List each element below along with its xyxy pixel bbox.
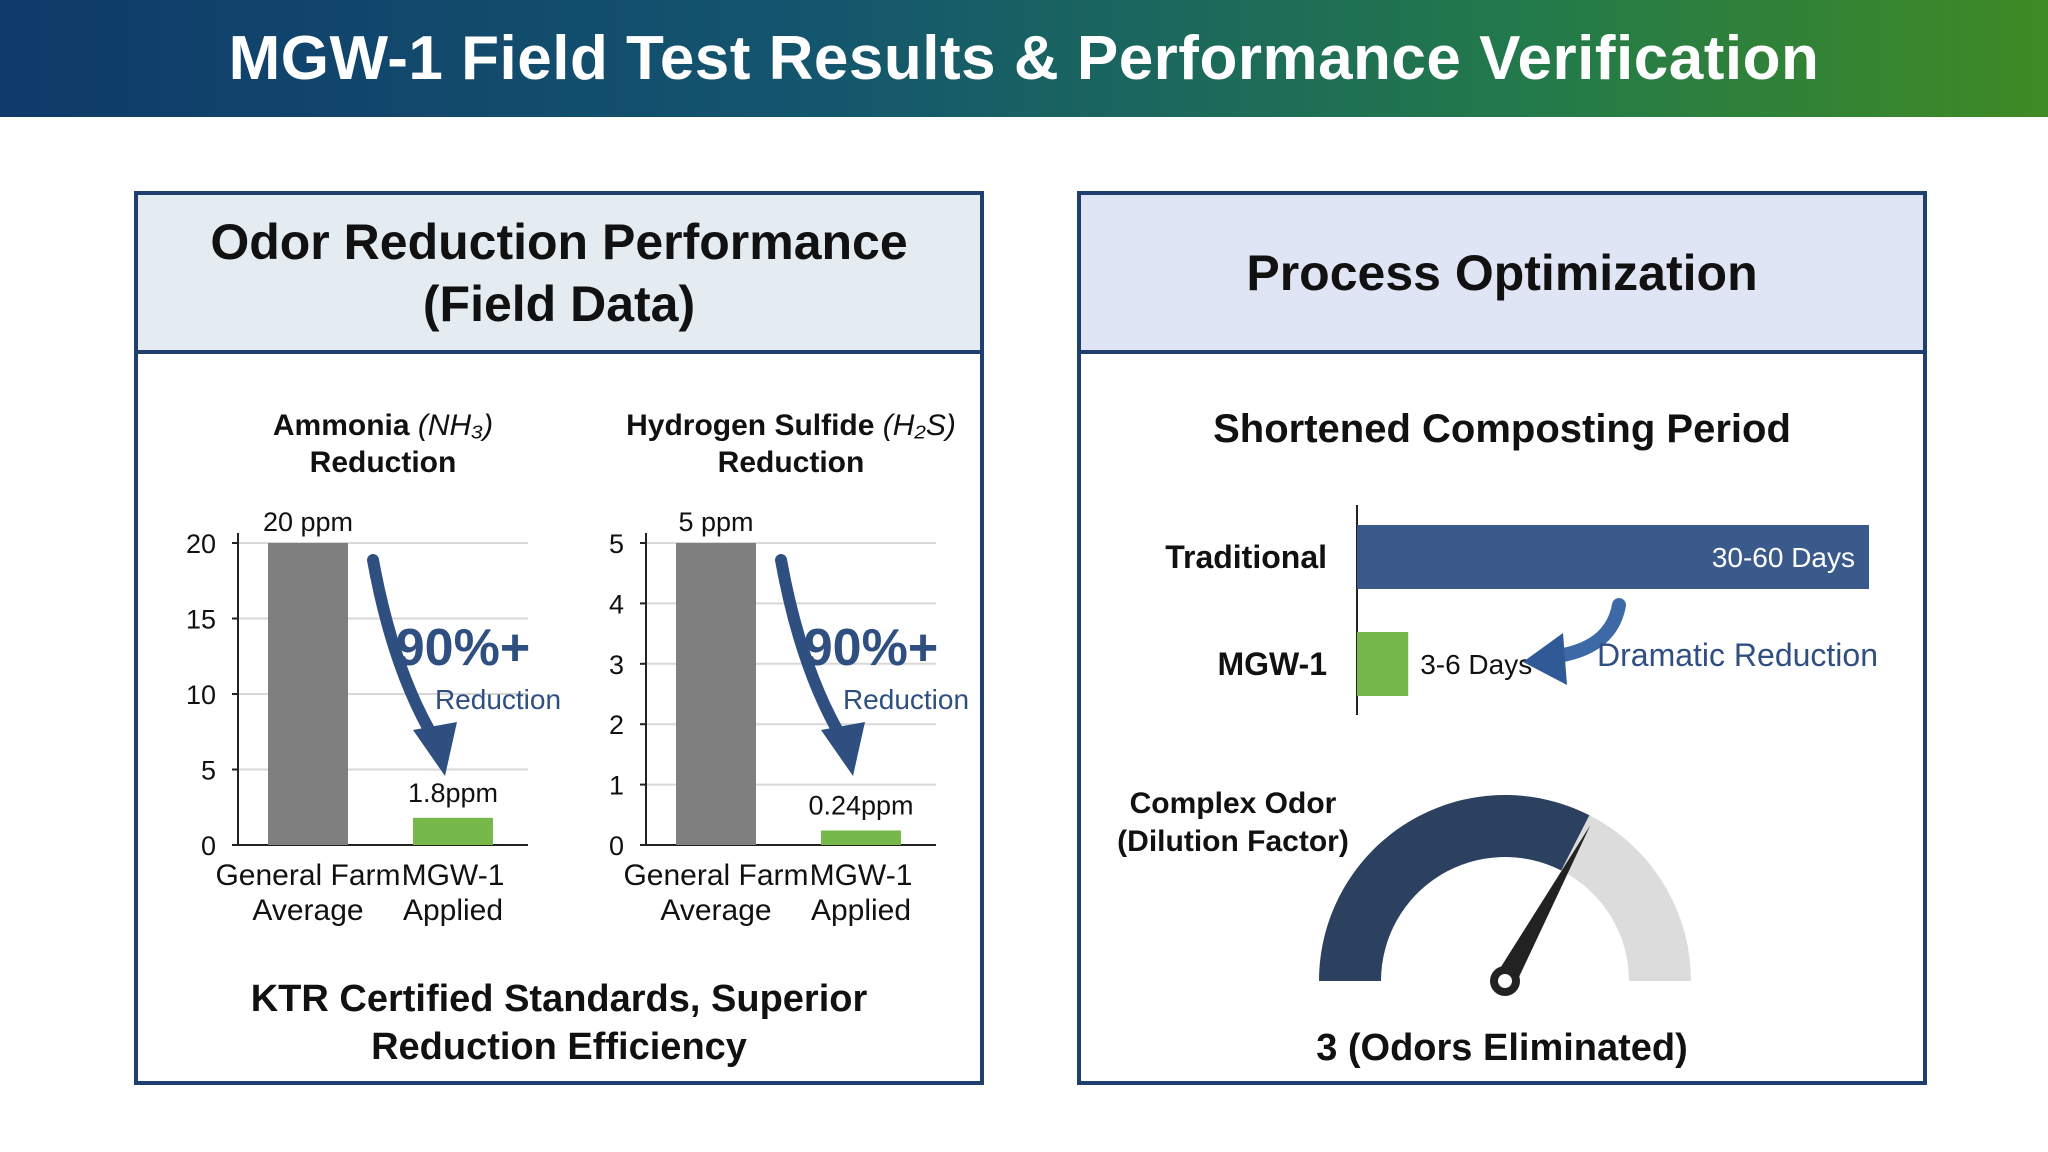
composting-data-label-1: 30-60 Days: [1712, 542, 1855, 573]
odor-reduction-panel-header: Odor Reduction Performance (Field Data): [138, 195, 980, 354]
chart1-y-tick-label: 15: [186, 605, 216, 635]
chart2-bar-1: [676, 543, 756, 845]
page-title: MGW-1 Field Test Results & Performance V…: [228, 24, 1820, 93]
chart2-category-label-2: MGW-1: [810, 859, 913, 892]
chart1-data-label-2: 1.8ppm: [408, 778, 498, 808]
composting-data-label-2: 3-6 Days: [1420, 649, 1532, 680]
chart1-category-label-2: MGW-1: [402, 859, 505, 892]
chart2-y-tick-label: 0: [609, 831, 624, 861]
chart2-reduction-arrow-shaft: [775, 554, 849, 746]
gauge-hub-center: [1498, 974, 1512, 988]
dramatic-reduction-label: Dramatic Reduction: [1597, 637, 1878, 673]
process-optimization-panel-header: Process Optimization: [1081, 195, 1923, 354]
odor-panel-footer-line1: KTR Certified Standards, Superior: [250, 978, 868, 1020]
chart1-title-bold: Ammonia: [273, 409, 418, 442]
chart2-reduction-arrow: [775, 554, 865, 776]
chart2-title-line2: Reduction: [718, 446, 865, 479]
odor-reduction-panel: Odor Reduction Performance (Field Data) …: [134, 191, 984, 1085]
chart2-y-tick-label: 4: [609, 589, 624, 619]
chart1-title-line2: Reduction: [310, 446, 457, 479]
odor-panel-title-line2: (Field Data): [422, 275, 696, 332]
chart1-y-tick-label: 20: [186, 529, 216, 559]
chart1-title-italic: (NH₃): [418, 409, 493, 442]
composting-bar-2: [1357, 632, 1409, 696]
chart1-reduction-arrow-shaft: [367, 554, 441, 746]
chart2-y-tick-label: 3: [609, 650, 624, 680]
dramatic-reduction-arrow-head: [1523, 633, 1567, 685]
chart2-y-tick-label: 2: [609, 710, 624, 740]
chart1-category-label-2: Applied: [403, 894, 503, 927]
chart2-title-bold: Hydrogen Sulfide: [626, 409, 883, 442]
chart1-reduction-label: Reduction: [435, 684, 561, 715]
gauge-filled-arc: [1319, 794, 1590, 981]
chart2-category-label-2: Applied: [811, 894, 911, 927]
chart1-title: Ammonia (NH₃): [273, 409, 493, 442]
chart2-bar-2: [821, 830, 901, 845]
chart2-reduction-percent: 90%+: [804, 619, 938, 677]
gauge-remaining-arc: [1561, 815, 1691, 981]
composting-section-title: Shortened Composting Period: [1213, 407, 1791, 451]
chart2-y-tick-label: 1: [609, 771, 624, 801]
process-optimization-charts: Traditional 30-60 Days MGW-1 3-6 Days Dramat…: [1117, 505, 1878, 1069]
process-optimization-panel: Process Optimization Shortened Compostin…: [1077, 191, 1927, 1085]
chart2-category-label-1: General Farm: [623, 859, 808, 892]
chart2-title-italic: (H₂S): [883, 409, 956, 442]
chart1-reduction-percent: 90%+: [396, 619, 530, 677]
chart2-category-label-1: Average: [660, 894, 771, 927]
chart1-y-tick-label: 0: [201, 831, 216, 861]
chart1-bar-1: [268, 543, 348, 845]
odor-panel-footer-line2: Reduction Efficiency: [371, 1026, 747, 1068]
chart1-data-label-1: 20 ppm: [263, 507, 353, 537]
composting-bar-1: [1357, 525, 1869, 589]
chart2-y-tick-label: 5: [609, 529, 624, 559]
chart1-category-label-1: Average: [252, 894, 363, 927]
chart1-category-label-1: General Farm: [215, 859, 400, 892]
gauge-value-label: 3 (Odors Eliminated): [1316, 1027, 1688, 1069]
chart2-data-label-2: 0.24ppm: [808, 791, 913, 821]
chart1-bar-2: [413, 817, 493, 845]
gauge-label-line2: (Dilution Factor): [1117, 825, 1349, 858]
chart1-reduction-arrow-head: [413, 722, 457, 776]
gauge-needle: [1495, 824, 1591, 987]
chart2-reduction-label: Reduction: [843, 684, 969, 715]
chart2-data-label-1: 5 ppm: [678, 507, 753, 537]
odor-panel-footer: KTR Certified Standards, Superior Reduct…: [138, 975, 980, 1071]
chart2-title: Hydrogen Sulfide (H₂S): [626, 409, 956, 442]
odor-panel-title-line1: Odor Reduction Performance: [210, 213, 908, 270]
chart1-reduction-arrow: [367, 554, 457, 776]
dramatic-reduction-arrow: [1523, 598, 1626, 685]
process-panel-title: Process Optimization: [1246, 244, 1758, 301]
chart2-reduction-arrow-head: [821, 722, 865, 776]
chart1-y-tick-label: 10: [186, 680, 216, 710]
header-banner: MGW-1 Field Test Results & Performance V…: [0, 0, 2048, 117]
composting-category-label: Traditional: [1165, 539, 1327, 575]
chart1-y-tick-label: 5: [201, 756, 216, 786]
composting-category-label: MGW-1: [1217, 646, 1327, 682]
gauge-label-line1: Complex Odor: [1130, 787, 1337, 820]
